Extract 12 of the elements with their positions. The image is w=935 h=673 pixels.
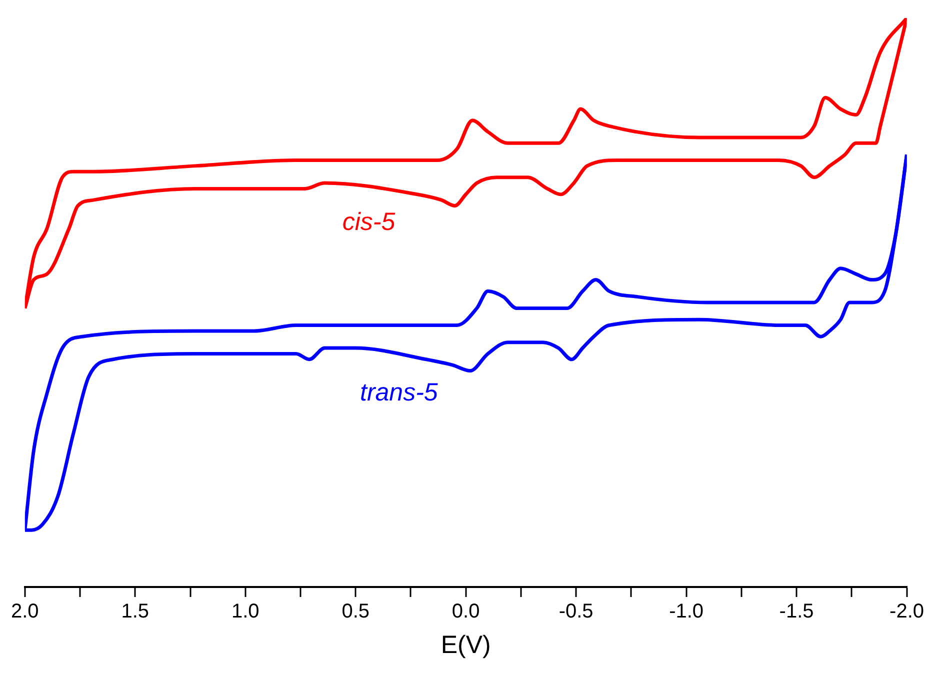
text: trans-5 xyxy=(360,378,438,406)
x-tick-label: 0.0 xyxy=(452,600,480,623)
x-tick-label: -2.0 xyxy=(890,600,924,623)
x-tick-label: 1.0 xyxy=(231,600,260,623)
x-tick-label: 0.5 xyxy=(342,600,370,623)
x-tick-label: -0.5 xyxy=(558,600,594,623)
x-axis-title: E(V) xyxy=(440,630,491,659)
x-tick-label: 1.5 xyxy=(121,600,150,623)
x-tick-label: -1.5 xyxy=(779,600,814,623)
series-label: cis-5 xyxy=(342,208,396,236)
x-tick-label: 2.0 xyxy=(10,600,39,623)
x-tick-label: -1.0 xyxy=(669,600,704,623)
